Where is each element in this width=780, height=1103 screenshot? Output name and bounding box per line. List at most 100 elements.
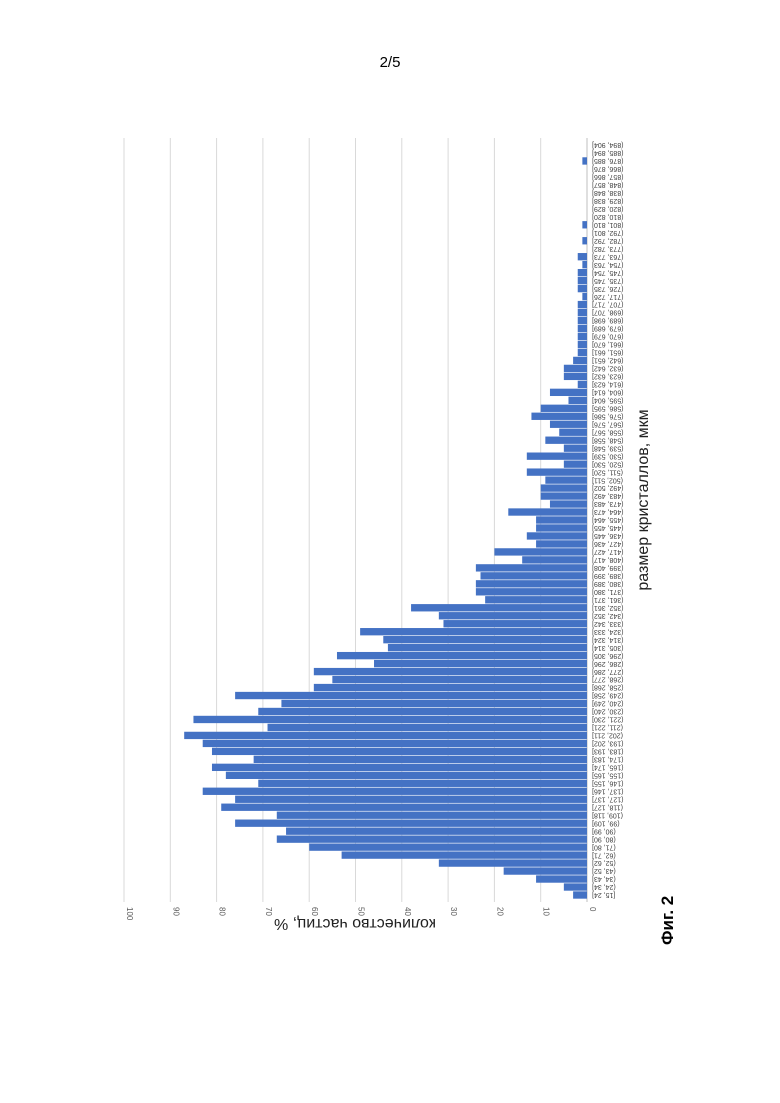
category-tick-label: (183, 193] — [592, 748, 624, 755]
bar — [578, 349, 587, 356]
category-tick-label: (24, 34] — [592, 883, 616, 890]
bar — [184, 732, 587, 739]
category-tick-label: (211, 221] — [592, 724, 623, 731]
category-tick-label: (745, 754] — [592, 269, 624, 276]
category-tick-label: (464, 473] — [592, 508, 624, 515]
bar — [235, 692, 587, 699]
bar — [221, 804, 587, 811]
category-tick-label: (109, 118] — [592, 811, 623, 818]
category-tick-label: (333, 342] — [592, 620, 624, 627]
bar — [550, 500, 587, 507]
category-tick-label: (661, 670] — [592, 341, 624, 348]
bar — [476, 588, 587, 595]
category-tick-label: (473, 483] — [592, 500, 624, 507]
bar — [203, 788, 587, 795]
category-tick-label: (305, 314] — [592, 644, 624, 651]
chart-value-axis-label: количество частиц, % — [274, 915, 436, 932]
category-tick-label: (455, 464] — [592, 516, 624, 523]
category-tick-label: [15, 24] — [592, 891, 615, 898]
chart-category-axis-label: размер кристаллов, мкм — [635, 409, 652, 590]
bar — [212, 764, 587, 771]
chart-category-tick-labels: [15, 24](24, 34](34, 43](43, 52](52, 62]… — [592, 141, 624, 898]
bar — [541, 484, 587, 491]
category-tick-label: (361, 371] — [592, 596, 624, 603]
category-tick-label: (894, 904] — [592, 141, 624, 148]
category-tick-label: (277, 286] — [592, 668, 624, 675]
bar — [504, 867, 587, 874]
value-tick-label: 10 — [542, 907, 551, 916]
bar — [508, 508, 587, 515]
bar — [578, 253, 587, 260]
bar — [254, 756, 587, 763]
bar — [578, 277, 587, 284]
bar — [360, 628, 587, 635]
category-tick-label: (221, 230] — [592, 716, 624, 723]
bar — [527, 453, 587, 460]
category-tick-label: (642, 651] — [592, 357, 624, 364]
category-tick-label: (530, 539] — [592, 452, 624, 459]
bar — [545, 476, 587, 483]
category-tick-label: (698, 707] — [592, 309, 624, 316]
bar — [212, 748, 587, 755]
bar — [541, 492, 587, 499]
category-tick-label: (80, 90] — [592, 835, 616, 842]
category-tick-label: (820, 829] — [592, 205, 624, 212]
bar — [374, 660, 587, 667]
category-tick-label: (483, 492] — [592, 492, 624, 499]
category-tick-label: (174, 183] — [592, 756, 624, 763]
bar — [531, 413, 587, 420]
chart-grid — [124, 138, 587, 902]
bar — [277, 835, 587, 842]
category-tick-label: (595, 604] — [592, 396, 624, 403]
bar — [578, 301, 587, 308]
bar — [582, 237, 587, 244]
category-tick-label: (586, 595] — [592, 404, 624, 411]
category-tick-label: (314, 324] — [592, 636, 624, 643]
category-tick-label: (810, 820] — [592, 213, 624, 220]
category-tick-label: (127, 137] — [592, 795, 624, 802]
bar — [573, 357, 587, 364]
category-tick-label: (576, 586] — [592, 412, 624, 419]
value-tick-label: 80 — [218, 907, 227, 916]
bar — [564, 365, 587, 372]
bar — [235, 796, 587, 803]
category-tick-label: (548, 558] — [592, 436, 624, 443]
bar — [203, 740, 587, 747]
category-tick-label: (99, 109] — [592, 819, 620, 826]
category-tick-label: (717, 726] — [592, 293, 624, 300]
bar — [235, 820, 587, 827]
value-tick-label: 100 — [125, 907, 134, 921]
category-tick-label: (90, 99] — [592, 827, 616, 834]
bar — [309, 843, 587, 850]
category-tick-label: (380, 389] — [592, 580, 624, 587]
bar — [545, 437, 587, 444]
category-tick-label: (389, 399] — [592, 572, 624, 579]
category-tick-label: (193, 202] — [592, 740, 624, 747]
bar — [258, 708, 587, 715]
category-tick-label: (445, 455] — [592, 524, 624, 531]
category-tick-label: (567, 576] — [592, 420, 624, 427]
category-tick-label: (801, 810] — [592, 221, 624, 228]
bar — [268, 724, 587, 731]
bar — [564, 460, 587, 467]
category-tick-label: (754, 763] — [592, 261, 624, 268]
category-tick-label: (520, 530] — [592, 460, 624, 467]
bar — [564, 445, 587, 452]
category-tick-label: (558, 567] — [592, 428, 624, 435]
category-tick-label: (155, 165] — [592, 771, 624, 778]
bar — [332, 676, 587, 683]
bar — [314, 668, 587, 675]
bar — [578, 269, 587, 276]
bar — [258, 780, 587, 787]
bar — [411, 604, 587, 611]
value-tick-label: 30 — [449, 907, 458, 916]
bar — [559, 429, 587, 436]
category-tick-label: (726, 735] — [592, 285, 624, 292]
bar — [536, 516, 587, 523]
category-tick-label: (679, 689] — [592, 325, 624, 332]
bar — [578, 333, 587, 340]
bar — [443, 620, 587, 627]
bar — [522, 556, 587, 563]
category-tick-label: (286, 296] — [592, 660, 624, 667]
bar — [383, 636, 587, 643]
